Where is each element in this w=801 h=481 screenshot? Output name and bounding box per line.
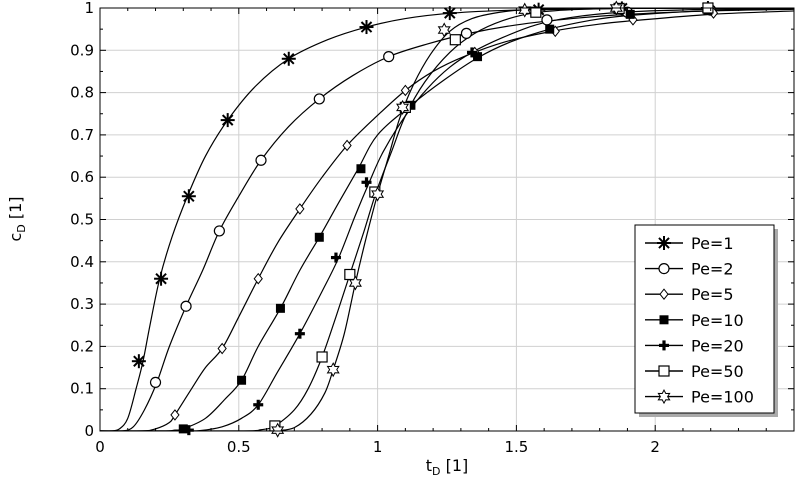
data-point-pe-10 [356,164,366,174]
legend-item-pe-20: Pe=20 [645,336,744,355]
data-point-pe-2 [213,225,225,237]
series-line-pe-1 [100,8,794,431]
legend-label: Pe=100 [691,388,754,407]
data-point-pe-1 [220,113,235,128]
data-point-pe-1 [181,189,196,204]
data-point-pe-20 [183,425,194,436]
data-point-pe-2 [255,154,267,166]
data-point-pe-5 [217,342,227,355]
x-tick-label: 0 [95,438,105,456]
x-tick-label: 0.5 [227,438,251,456]
legend-item-pe-100: Pe=100 [645,388,754,407]
data-point-pe-100 [396,99,410,115]
data-point-pe-5 [342,139,352,152]
data-point-pe-5 [400,84,411,97]
y-axis-label: cD [1] [6,196,28,241]
legend-item-pe-50: Pe=50 [645,362,744,381]
y-tick-label: 0 [84,422,94,440]
x-tick-label: 2 [650,438,660,456]
legend-item-pe-10: Pe=10 [645,311,744,330]
series-line-pe-10 [100,8,794,431]
legend-item-pe-1: Pe=1 [645,234,734,253]
series-markers [131,0,719,438]
data-point-pe-5 [253,272,263,285]
data-point-pe-2 [180,300,192,312]
legend-marker [659,288,669,301]
x-axis-label-sub: D [432,465,440,478]
legend-marker [658,365,670,377]
data-point-pe-10 [275,303,285,313]
y-axis-label-unit: [1] [6,196,25,224]
y-tick-label: 0.8 [70,84,94,102]
y-tick-label: 0.2 [70,337,94,355]
y-axis-label-main: c [6,233,25,242]
data-point-pe-50 [449,34,461,46]
legend-marker [659,340,669,351]
x-tick-label: 1.5 [504,438,528,456]
legend-marker [659,315,669,325]
data-point-pe-20 [330,252,341,263]
x-axis-label-unit: [1] [441,456,469,475]
data-point-pe-10 [625,9,635,19]
data-point-pe-50 [344,268,356,281]
data-point-pe-100 [271,422,285,438]
y-tick-label: 0.5 [70,211,94,229]
legend-label: Pe=10 [691,311,744,330]
legend-label: Pe=2 [691,260,734,279]
legend-entries: Pe=1 Pe=2 Pe=5 Pe=10 Pe=20 Pe=50 Pe=100 [645,234,754,407]
legend-label: Pe=1 [691,234,734,253]
legend-marker [657,389,671,405]
data-point-pe-2 [149,376,162,388]
data-point-pe-10 [237,375,247,385]
data-point-pe-100 [518,2,532,18]
data-point-pe-20 [361,177,372,188]
y-tick-label: 1 [84,0,94,17]
legend-label: Pe=20 [691,336,744,355]
legend-marker [657,236,671,250]
data-point-pe-50 [530,6,542,18]
data-point-pe-20 [253,399,264,410]
data-point-pe-20 [466,47,477,58]
x-axis-label-main: t [426,456,432,475]
data-point-pe-100 [348,275,362,291]
y-tick-label: 0.4 [70,253,94,271]
data-point-pe-50 [316,351,328,363]
data-point-pe-1 [154,271,169,286]
y-tick-label: 0.9 [70,41,94,59]
data-point-pe-1 [359,20,374,35]
y-tick-label: 0.3 [70,295,94,313]
y-axis-label-sub: D [15,224,28,232]
y-tick-label: 0.7 [70,126,94,144]
data-point-pe-10 [314,232,324,242]
series-line-pe-2 [100,8,794,431]
data-point-pe-100 [437,22,451,38]
legend: Pe=1 Pe=2 Pe=5 Pe=10 Pe=20 Pe=50 Pe=100 [634,224,778,417]
y-tick-label: 0.1 [70,380,94,398]
x-tick-label: 1 [373,438,383,456]
legend-box [634,224,775,414]
data-point-pe-2 [460,27,473,39]
data-point-pe-1 [131,354,146,369]
data-point-pe-5 [170,409,180,421]
data-point-pe-20 [294,328,305,339]
data-point-pe-2 [383,51,395,63]
data-point-pe-5 [295,203,305,215]
legend-marker [658,263,670,275]
axis-ticks: 0 0.5 1 1.5 2 0 0.1 0.2 0.3 0.4 0.5 0.6 0.7 0.8 0.9 1 [70,0,795,456]
y-tick-label: 0.6 [70,168,94,186]
data-point-pe-100 [326,362,340,378]
x-axis-label: tD [1] [426,456,469,478]
data-point-pe-2 [541,14,553,26]
legend-item-pe-5: Pe=5 [645,285,734,304]
legend-label: Pe=50 [691,362,744,381]
data-point-pe-10 [545,24,555,34]
data-point-pe-100 [371,186,385,202]
data-point-pe-2 [313,93,325,105]
data-point-pe-1 [281,51,296,66]
legend-label: Pe=5 [691,285,734,304]
legend-item-pe-2: Pe=2 [645,260,734,279]
